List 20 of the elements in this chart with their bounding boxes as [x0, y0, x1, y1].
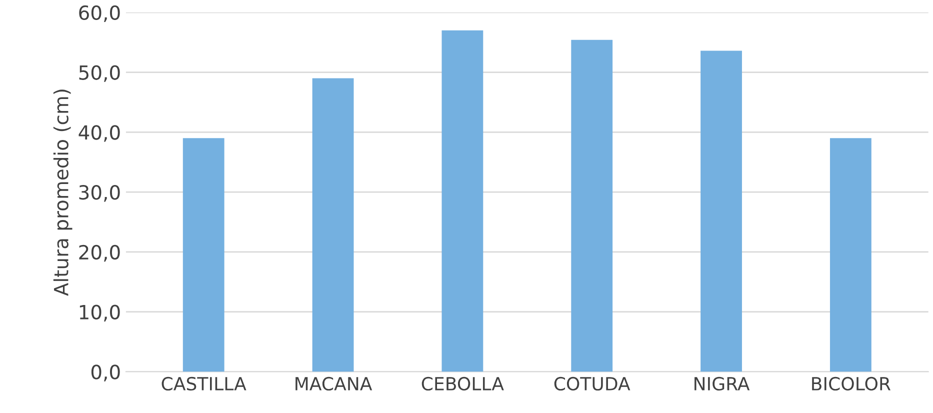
y-axis-title: Altura promedio (cm) [53, 90, 72, 296]
y-tick-label: 30,0 [79, 185, 120, 202]
y-tick-label: 20,0 [79, 244, 120, 262]
y-tick-label: 10,0 [80, 304, 120, 322]
x-tick-label: MACANA [296, 376, 372, 391]
bar [830, 138, 872, 372]
x-tick-label: CASTILLA [162, 376, 246, 391]
x-tick-label: NIGRA [694, 376, 750, 391]
bar [700, 50, 742, 372]
bar [442, 30, 484, 372]
y-tick-label: 40,0 [78, 125, 120, 142]
y-tick-label: 0,0 [91, 364, 120, 382]
bar [182, 138, 224, 372]
bar [312, 78, 354, 372]
y-tick-label: 60,0 [79, 5, 120, 22]
x-tick-label: BICOLOR [812, 376, 891, 391]
x-tick-label: COTUDA [554, 376, 630, 391]
x-tick-label: CEBOLLA [422, 376, 504, 391]
bar [571, 40, 613, 372]
y-tick-label: 50,0 [79, 65, 120, 82]
